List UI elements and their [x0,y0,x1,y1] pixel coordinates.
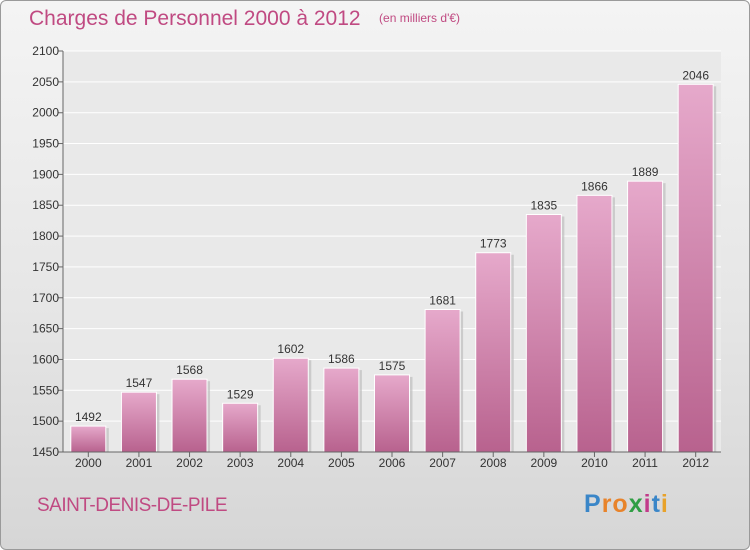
value-label: 1575 [379,359,406,373]
value-label: 1529 [227,387,254,401]
chart-subtitle: (en milliers d'€) [379,11,461,25]
bar-2003 [222,402,259,453]
x-tick-label: 2002 [176,456,203,470]
y-tick-label: 1600 [32,352,59,366]
proxiti-logo: Proxiti [584,490,669,519]
value-label: 1889 [632,165,659,179]
x-tick-label: 2009 [530,456,557,470]
x-tick-label: 2011 [632,456,658,470]
y-tick-label: 1500 [32,414,59,428]
bar-2007 [424,308,461,453]
value-label: 2046 [682,68,709,82]
value-label: 1835 [530,198,557,212]
axes [58,50,721,457]
logo-letter: o [612,490,629,518]
value-label: 1568 [176,363,203,377]
value-label: 1681 [429,293,456,307]
y-tick-label: 1550 [32,383,59,397]
bar-2004 [272,357,309,453]
x-tick-label: 2003 [227,456,254,470]
y-tick-label: 2050 [32,75,59,89]
y-tick-label: 1950 [32,137,59,151]
city-name: SAINT-DENIS-DE-PILE [37,495,228,516]
bar-2000 [70,425,107,453]
x-tick-label: 2001 [126,456,153,470]
logo-letter: P [584,490,602,518]
labels: 1450 1500 1550 1600 1650 1700 1750 1800 1850 1900… [32,44,709,470]
bar-2010 [576,194,613,453]
chart-title: Charges de Personnel 2000 à 2012 [29,7,361,30]
bar-2006 [374,374,410,453]
y-tick-label: 1650 [32,322,59,336]
bars [70,83,714,453]
value-label: 1586 [328,352,355,366]
x-tick-label: 2000 [75,456,102,470]
bar-2012 [677,83,714,453]
bar-2002 [171,378,208,453]
x-tick-label: 2005 [328,456,355,470]
bar-2001 [120,391,157,453]
x-tick-label: 2012 [682,456,709,470]
y-tick-label: 1800 [32,229,59,243]
y-tick-label: 1850 [32,198,59,212]
logo-letter: r [601,490,613,518]
bar-2008 [475,252,512,453]
y-tick-label: 1700 [32,291,59,305]
y-tick-label: 1450 [32,445,59,459]
logo-letter: x [628,490,644,518]
x-tick-label: 2004 [277,456,304,470]
logo-letter: i [660,490,669,518]
chart-title-block: Charges de Personnel 2000 à 2012 (en mil… [29,7,460,31]
logo-letter: i [643,490,652,518]
x-tick-label: 2007 [429,456,456,470]
value-label: 1492 [75,410,102,424]
bar-2005 [323,367,360,453]
x-tick-label: 2010 [581,456,608,470]
value-label: 1773 [480,237,507,251]
y-tick-label: 1750 [32,260,59,274]
bar-2009 [525,213,562,453]
value-label: 1547 [126,376,153,390]
value-label: 1602 [277,342,304,356]
x-tick-label: 2006 [379,456,406,470]
logo-letter: t [651,490,661,518]
bar-2011 [627,180,664,453]
y-tick-label: 1900 [32,167,59,181]
y-tick-label: 2000 [32,106,59,120]
x-tick-label: 2008 [480,456,507,470]
value-label: 1866 [581,179,608,193]
y-tick-label: 2100 [32,44,59,58]
